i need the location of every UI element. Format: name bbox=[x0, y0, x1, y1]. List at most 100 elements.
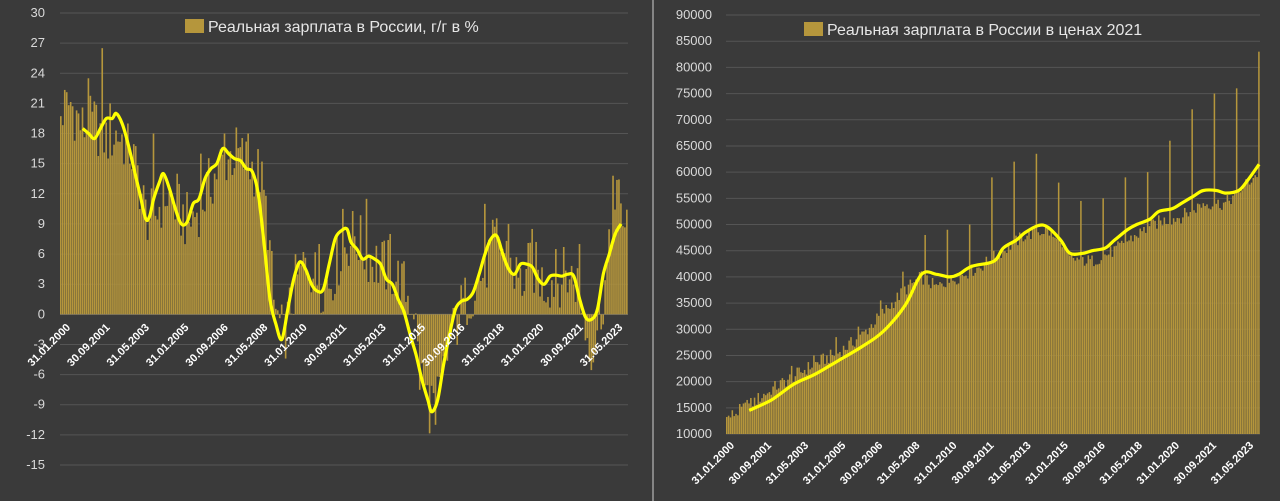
y-tick-label: 12 bbox=[31, 186, 45, 201]
y-tick-label: -9 bbox=[33, 397, 45, 412]
bar bbox=[1182, 217, 1184, 434]
bar bbox=[61, 125, 64, 315]
bar bbox=[328, 288, 330, 315]
bar bbox=[1065, 249, 1067, 434]
bar bbox=[217, 157, 220, 315]
panel-divider bbox=[652, 0, 654, 501]
bar bbox=[787, 379, 789, 434]
bar bbox=[334, 293, 336, 315]
bar bbox=[1178, 218, 1180, 434]
bar bbox=[1224, 201, 1227, 434]
bar bbox=[418, 314, 421, 390]
bar bbox=[813, 355, 815, 434]
bar bbox=[211, 203, 214, 315]
bar bbox=[1228, 200, 1230, 434]
bar bbox=[424, 314, 427, 386]
bar bbox=[750, 397, 752, 434]
bar bbox=[203, 211, 206, 315]
bar bbox=[493, 226, 496, 315]
bar bbox=[608, 229, 610, 315]
bar bbox=[338, 285, 340, 315]
bar bbox=[900, 288, 902, 434]
bar bbox=[1237, 190, 1240, 434]
y-tick-label: 15 bbox=[31, 156, 45, 171]
bar bbox=[926, 275, 928, 434]
bar bbox=[1109, 246, 1112, 434]
bar bbox=[857, 326, 860, 434]
bar bbox=[746, 399, 748, 434]
bar bbox=[1057, 182, 1060, 434]
bar bbox=[1141, 231, 1143, 434]
y-tick-label: -6 bbox=[33, 367, 45, 382]
bar bbox=[79, 130, 82, 315]
bar bbox=[385, 289, 388, 315]
bar bbox=[918, 272, 921, 434]
bar bbox=[1222, 202, 1225, 434]
bar bbox=[249, 179, 251, 315]
bar bbox=[879, 300, 882, 434]
bar bbox=[63, 89, 66, 315]
bar bbox=[196, 212, 198, 315]
bar bbox=[170, 195, 173, 315]
bar bbox=[610, 246, 612, 315]
bar bbox=[186, 192, 188, 315]
bar bbox=[276, 310, 279, 315]
bar bbox=[974, 272, 976, 434]
bar bbox=[353, 236, 356, 315]
bar bbox=[432, 314, 435, 394]
bar bbox=[980, 268, 982, 434]
bar bbox=[596, 314, 599, 331]
bar bbox=[174, 219, 177, 315]
bar bbox=[853, 346, 856, 434]
bar bbox=[887, 308, 889, 434]
bar bbox=[1198, 204, 1201, 434]
bar bbox=[274, 308, 277, 315]
bar bbox=[1213, 93, 1216, 434]
bar bbox=[1050, 230, 1052, 434]
bar bbox=[1037, 232, 1040, 434]
bar bbox=[805, 374, 808, 434]
bar bbox=[952, 280, 954, 434]
bar bbox=[970, 264, 973, 434]
bar bbox=[519, 268, 522, 315]
bar bbox=[543, 300, 545, 315]
bar bbox=[1070, 254, 1073, 434]
y-tick-label: 3 bbox=[38, 276, 45, 291]
bar bbox=[314, 252, 317, 315]
bar bbox=[198, 237, 200, 315]
bar bbox=[101, 48, 104, 315]
bar bbox=[931, 277, 934, 434]
bar bbox=[407, 295, 409, 315]
bar bbox=[993, 250, 995, 434]
bar bbox=[826, 355, 828, 434]
bar bbox=[1085, 263, 1088, 434]
bar bbox=[142, 185, 145, 315]
bar bbox=[1169, 140, 1171, 434]
bar bbox=[904, 286, 906, 434]
bar bbox=[81, 107, 84, 315]
bar bbox=[551, 280, 553, 315]
bar bbox=[1113, 246, 1116, 434]
bar bbox=[1033, 226, 1036, 434]
bar bbox=[176, 173, 178, 315]
bar bbox=[1137, 237, 1140, 434]
bar bbox=[802, 372, 804, 434]
bar bbox=[324, 278, 326, 315]
bar bbox=[1219, 208, 1221, 434]
bar bbox=[1143, 227, 1145, 434]
bar bbox=[1107, 254, 1110, 434]
bar bbox=[1028, 229, 1030, 434]
bar bbox=[1191, 109, 1193, 435]
bar bbox=[373, 282, 376, 315]
bar bbox=[764, 395, 767, 434]
bar bbox=[766, 393, 769, 434]
bar bbox=[626, 209, 628, 315]
bar bbox=[160, 227, 163, 315]
bar bbox=[241, 138, 244, 315]
y-tick-label: -15 bbox=[26, 457, 45, 472]
bar bbox=[1159, 220, 1162, 434]
bar bbox=[941, 283, 943, 434]
bar bbox=[219, 149, 222, 315]
bar bbox=[136, 165, 139, 315]
